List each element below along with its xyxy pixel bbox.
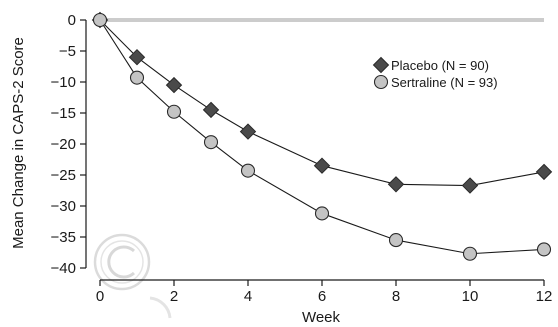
x-tick-label: 12 <box>536 288 553 305</box>
data-point <box>536 242 552 257</box>
legend-label: Sertraline (N = 93) <box>391 75 498 90</box>
y-axis-title: Mean Change in CAPS-2 Score <box>10 37 27 249</box>
data-point <box>129 70 145 85</box>
data-point <box>314 206 330 221</box>
x-tick-label: 10 <box>462 288 479 305</box>
y-tick-label: −40 <box>51 260 76 277</box>
y-tick-label: −20 <box>51 136 76 153</box>
series-sertraline <box>92 12 552 261</box>
data-point <box>92 12 108 28</box>
data-point <box>202 101 220 119</box>
legend: Placebo (N = 90) Sertraline (N = 93) <box>372 56 498 90</box>
data-point <box>535 163 553 181</box>
y-tick-label: −30 <box>51 198 76 215</box>
data-point <box>462 246 478 261</box>
series-placebo <box>91 11 553 194</box>
x-tick-label: 6 <box>318 288 326 305</box>
legend-item: Placebo (N = 90) <box>372 56 489 74</box>
legend-label: Placebo (N = 90) <box>391 58 489 73</box>
legend-marker <box>373 74 389 90</box>
data-point <box>313 157 331 174</box>
data-point <box>239 123 257 140</box>
data-point <box>387 176 405 193</box>
y-tick-label: −15 <box>51 105 76 122</box>
data-point <box>165 76 183 94</box>
y-tick-label: −25 <box>51 167 76 184</box>
y-tick-label: −5 <box>59 43 76 60</box>
data-point <box>128 48 146 66</box>
x-tick-label: 8 <box>392 288 400 305</box>
data-point <box>240 163 256 178</box>
y-tick-label: −10 <box>51 74 76 91</box>
data-point <box>166 104 182 119</box>
series-layer <box>91 11 553 261</box>
x-tick-label: 2 <box>170 288 178 305</box>
x-axis-title: Week <box>302 309 341 326</box>
data-point <box>203 135 219 150</box>
data-point <box>388 233 404 248</box>
x-tick-label: 0 <box>96 288 104 305</box>
legend-marker <box>372 56 390 74</box>
y-tick-label: 0 <box>68 12 76 29</box>
legend-item: Sertraline (N = 93) <box>373 74 498 90</box>
y-tick-label: −35 <box>51 229 76 246</box>
data-point <box>461 177 479 194</box>
x-tick-label: 4 <box>244 288 252 305</box>
copyright-watermark <box>93 233 172 319</box>
axes: 0 −5 −10 −15 −20 −25 −30 −35 −40 0 2 4 6 8 10 12 <box>51 12 553 305</box>
